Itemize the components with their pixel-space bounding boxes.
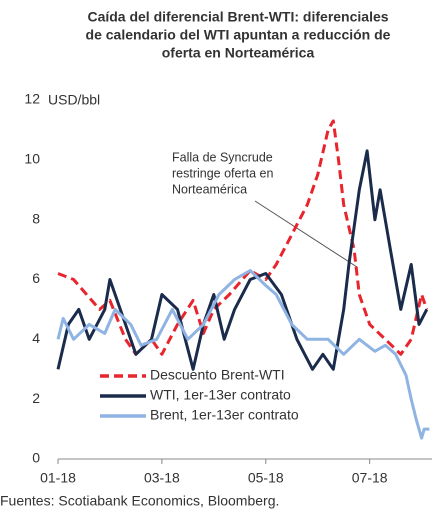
y-tick-label: 8 <box>32 210 40 226</box>
legend-label: Brent, 1er-13er contrato <box>150 407 299 423</box>
chart-title: Caída del diferencial Brent-WTI: diferen… <box>87 9 388 25</box>
source-note: Fuentes: Scotiabank Economics, Bloomberg… <box>0 493 279 509</box>
annotation: restringe oferta en <box>172 166 273 180</box>
annotation-pointer <box>254 200 358 268</box>
y-tick-label: 4 <box>32 330 40 346</box>
annotation: Norteamérica <box>172 182 247 196</box>
y-tick-label: 6 <box>32 270 40 286</box>
series-line <box>57 119 429 356</box>
x-tick-label: 07-18 <box>352 470 388 486</box>
y-tick-label: 10 <box>24 151 40 167</box>
y-tick-label: 2 <box>32 390 40 406</box>
x-tick-label: 03-18 <box>144 470 180 486</box>
annotation: Falla de Syncrude <box>172 150 273 164</box>
series-line <box>56 269 430 440</box>
legend-label: WTI, 1er-13er contrato <box>150 387 291 403</box>
chart-title: oferta en Norteamérica <box>162 45 315 61</box>
x-tick-label: 01-18 <box>40 470 76 486</box>
y-tick-label: 0 <box>32 450 40 466</box>
legend-label: Descuento Brent-WTI <box>150 367 285 383</box>
y-tick-label: 12 <box>24 91 40 107</box>
y-axis-label: USD/bbl <box>48 92 100 108</box>
x-tick-label: 05-18 <box>248 470 284 486</box>
chart-title: de calendario del WTI apuntan a reducció… <box>86 27 391 43</box>
